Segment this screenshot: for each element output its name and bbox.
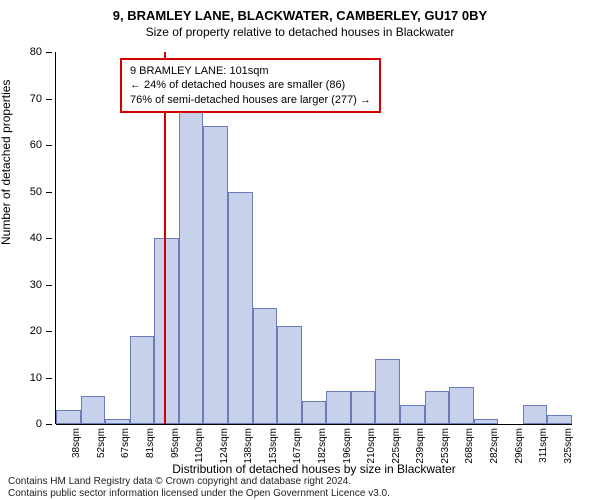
y-tick-mark [46, 145, 52, 146]
histogram-bar [253, 308, 278, 424]
x-tick-label: 325sqm [563, 428, 574, 464]
y-tick-mark [46, 285, 52, 286]
y-axis-line [55, 52, 56, 424]
x-tick-label: 268sqm [464, 428, 475, 464]
histogram-bar [425, 391, 450, 424]
histogram-bar [326, 391, 351, 424]
histogram-bar [228, 192, 253, 425]
histogram-bar [449, 387, 474, 424]
x-axis-label: Distribution of detached houses by size … [56, 462, 572, 476]
x-tick-label: 296sqm [514, 428, 525, 464]
x-tick-label: 110sqm [194, 428, 205, 463]
histogram-bar [81, 396, 106, 424]
histogram-bar [56, 410, 81, 424]
chart-subtitle: Size of property relative to detached ho… [0, 23, 600, 39]
x-tick-label: 38sqm [71, 428, 82, 458]
y-tick-mark [46, 238, 52, 239]
x-tick-label: 153sqm [268, 428, 279, 464]
y-tick-label: 80 [30, 46, 42, 58]
y-tick-mark [46, 52, 52, 53]
y-tick-label: 60 [30, 139, 42, 151]
x-tick-label: 95sqm [170, 428, 181, 458]
x-tick-label: 282sqm [489, 428, 500, 464]
footer-line-1: Contains HM Land Registry data © Crown c… [8, 476, 390, 488]
x-tick-label: 311sqm [538, 428, 549, 463]
histogram-bar [547, 415, 572, 424]
x-tick-label: 52sqm [96, 428, 107, 458]
x-tick-label: 239sqm [415, 428, 426, 464]
histogram-bar [523, 405, 548, 424]
y-axis-label: Number of detached properties [0, 80, 13, 245]
info-line: 9 BRAMLEY LANE: 101sqm [130, 64, 371, 78]
x-tick-label: 182sqm [317, 428, 328, 464]
y-tick-mark [46, 192, 52, 193]
x-tick-label: 253sqm [440, 428, 451, 464]
plot-area: 9 BRAMLEY LANE: 101sqm← 24% of detached … [56, 52, 572, 424]
histogram-bar [179, 112, 204, 424]
y-tick-mark [46, 331, 52, 332]
y-tick-label: 50 [30, 186, 42, 198]
y-tick-mark [46, 424, 52, 425]
info-line: ← 24% of detached houses are smaller (86… [130, 78, 371, 92]
info-line: 76% of semi-detached houses are larger (… [130, 93, 371, 107]
histogram-bar [400, 405, 425, 424]
y-tick-label: 30 [30, 279, 42, 291]
histogram-bar [154, 238, 179, 424]
x-tick-label: 138sqm [243, 428, 254, 464]
x-tick-label: 81sqm [145, 428, 156, 458]
chart-title: 9, BRAMLEY LANE, BLACKWATER, CAMBERLEY, … [0, 0, 600, 23]
x-tick-label: 225sqm [391, 428, 402, 464]
y-tick-label: 40 [30, 232, 42, 244]
histogram-bar [277, 326, 302, 424]
y-tick-label: 10 [30, 372, 42, 384]
histogram-bar [130, 336, 155, 424]
x-tick-label: 124sqm [219, 428, 230, 464]
histogram-bar [375, 359, 400, 424]
x-tick-label: 210sqm [366, 428, 377, 464]
info-callout-box: 9 BRAMLEY LANE: 101sqm← 24% of detached … [120, 58, 381, 113]
y-tick-mark [46, 99, 52, 100]
histogram-bar [351, 391, 376, 424]
x-tick-label: 67sqm [120, 428, 131, 458]
chart-container: 9, BRAMLEY LANE, BLACKWATER, CAMBERLEY, … [0, 0, 600, 500]
footer: Contains HM Land Registry data © Crown c… [8, 476, 390, 500]
histogram-bar [302, 401, 327, 424]
x-tick-label: 167sqm [292, 428, 303, 464]
y-tick-label: 0 [36, 418, 42, 430]
x-tick-label: 196sqm [342, 428, 353, 464]
x-axis: 38sqm 52sqm 67sqm 81sqm 95sqm 110sqm 124sqm 138… [56, 424, 572, 464]
footer-line-2: Contains public sector information licen… [8, 488, 390, 500]
histogram-bar [203, 126, 228, 424]
y-tick-label: 70 [30, 93, 42, 105]
y-tick-label: 20 [30, 325, 42, 337]
y-tick-mark [46, 378, 52, 379]
